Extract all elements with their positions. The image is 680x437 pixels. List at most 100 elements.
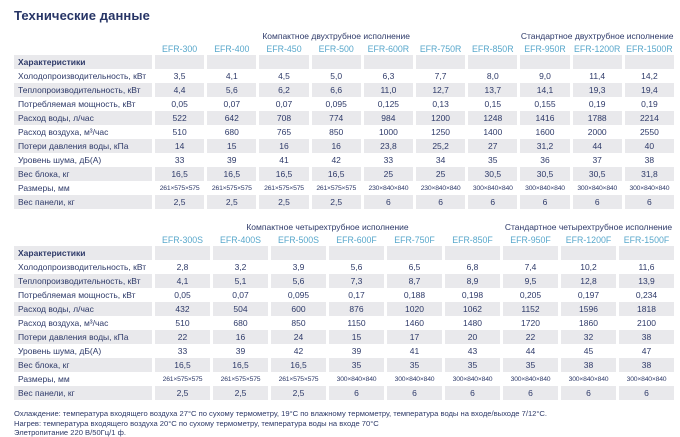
value-cell: 16,5: [213, 358, 268, 372]
value-cell: 6: [387, 386, 442, 400]
value-cell: 0,15: [484, 99, 502, 109]
characteristics-empty-cell: [572, 55, 622, 69]
footnote-heating: Нагрев: температура входящего воздуха 20…: [14, 418, 379, 428]
value-cell: 2,5: [213, 386, 268, 400]
value-cell: 642: [207, 111, 257, 125]
value-cell: 1600: [535, 127, 555, 137]
value-cell: 8,7: [387, 274, 442, 288]
value-cell: 24: [271, 330, 326, 344]
value-cell: 4,1: [155, 274, 210, 288]
column-header-efr-400: EFR-400: [214, 43, 250, 54]
value-cell: 2,5: [207, 195, 257, 209]
value-cell: 44: [572, 139, 622, 153]
value-cell: 300×840×840: [525, 184, 565, 192]
table-row: Вес блока, кг 16,5 16,5 16,5 16,5 25 25 30,5 30,…: [14, 167, 674, 181]
row-label: Теплопроизводительность, кВт: [14, 274, 152, 288]
value-cell: 2,8: [176, 262, 189, 272]
group-header-1: Стандартное четырехтрубное исполнение: [504, 222, 673, 232]
footnote-cooling: Охлаждение: температура входящего воздух…: [14, 409, 548, 418]
column-header-efr-1200f: EFR-1200F: [565, 234, 612, 245]
value-cell: 261×575×575: [316, 184, 357, 192]
value-cell: 6: [445, 386, 500, 400]
value-cell: 5,6: [271, 274, 326, 288]
group-spacer: [14, 30, 152, 42]
value-cell: 25: [416, 167, 466, 181]
column-header-efr-950r: EFR-950R: [524, 43, 566, 54]
value-cell: 7,4: [524, 262, 537, 272]
value-cell: 19,4: [624, 83, 674, 97]
value-cell: 40: [624, 139, 674, 153]
value-cell: 1200: [416, 111, 466, 125]
value-cell: 2214: [624, 111, 674, 125]
value-cell: 0,095: [287, 290, 310, 300]
value-cell: 16,5: [155, 167, 205, 181]
row-label: Уровень шума, дБ(А): [18, 155, 102, 165]
table-row: Вес панели, кг 2,5 2,5 2,5 6 6 6 6 6 6: [14, 386, 674, 400]
column-header-efr-500: EFR-500: [318, 43, 354, 54]
model-header-row: EFR-300S EFR-400S EFR-500S EFR-600F EFR-750F…: [14, 233, 674, 246]
row-label: Уровень шума, дБ(А): [18, 346, 102, 356]
value-cell: 0,19: [641, 99, 658, 109]
value-cell: 16: [311, 139, 361, 153]
value-cell: 35: [445, 358, 500, 372]
value-cell: 6,5: [408, 262, 421, 272]
value-cell: 300×840×840: [510, 375, 551, 383]
value-cell: 13,9: [619, 274, 674, 288]
value-cell: 1250: [431, 127, 451, 137]
value-cell: 36: [540, 155, 550, 165]
value-cell: 300×840×840: [472, 184, 513, 192]
value-cell: 16: [259, 139, 309, 153]
footnote-power: Элетропитание 220 В/50Гц/1 ф.: [14, 428, 126, 437]
value-cell: 30,5: [468, 167, 518, 181]
value-cell: 7,7: [434, 71, 447, 81]
value-cell: 33: [177, 346, 188, 356]
table-two-pipe: Компактное двухтрубное исполнение Стандар…: [14, 30, 674, 209]
value-cell: 5,0: [330, 71, 343, 81]
value-cell: 44: [525, 346, 536, 356]
row-label: Расход воды, л/час: [14, 111, 152, 125]
characteristics-empty-cell: [271, 246, 326, 260]
model-spacer: [14, 42, 152, 55]
value-cell: 11,0: [363, 83, 413, 97]
value-cell: 6,3: [382, 71, 395, 81]
table-row: Потребляемая мощность, кВт 0,05 0,07 0,095 0…: [14, 288, 674, 302]
value-cell: 1596: [561, 302, 616, 316]
row-label: Теплопроизводительность, кВт: [14, 83, 152, 97]
group-header-row: Компактное четырехтрубное исполнение Стан…: [14, 221, 674, 233]
value-cell: 8,9: [445, 274, 500, 288]
value-cell: 6: [572, 195, 622, 209]
value-cell: 25,2: [416, 139, 466, 153]
value-cell: 3,2: [234, 262, 247, 272]
value-cell: 0,155: [534, 99, 556, 109]
value-cell: 22: [155, 330, 210, 344]
row-label: Вес панели, кг: [14, 195, 152, 209]
group-header-1: Стандартное двухтрубное исполнение: [520, 31, 674, 41]
table-row: Холодопроизводительность, кВт 3,5 4,1 4,5 5,…: [14, 69, 674, 83]
value-cell: 261×575×575: [278, 375, 319, 383]
value-cell: 261×575×575: [264, 184, 304, 192]
row-label: Вес блока, кг: [14, 358, 152, 372]
row-label: Холодопроизводительность, кВт: [18, 262, 147, 272]
value-cell: 300×840×840: [568, 375, 609, 383]
row-label: Вес блока, кг: [14, 167, 152, 181]
characteristics-empty-cell: [387, 246, 442, 260]
value-cell: 261×575×575: [159, 184, 200, 192]
row-label: Потребляемая мощность, кВт: [18, 290, 136, 300]
value-cell: 38: [619, 330, 674, 344]
value-cell: 12,7: [416, 83, 466, 97]
value-cell: 41: [409, 346, 420, 356]
table-row: Вес панели, кг 2,5 2,5 2,5 2,5 6 6 6 6 6 6: [14, 195, 674, 209]
value-cell: 19,3: [572, 83, 622, 97]
characteristics-empty-cell: [363, 55, 413, 69]
value-cell: 6,8: [466, 262, 479, 272]
value-cell: 32: [561, 330, 616, 344]
value-cell: 765: [276, 127, 292, 137]
value-cell: 2,5: [271, 386, 326, 400]
value-cell: 680: [233, 318, 248, 328]
value-cell: 1860: [579, 318, 598, 328]
value-cell: 300×840×840: [452, 375, 493, 383]
row-label: Потери давления воды, кПа: [14, 330, 152, 344]
value-cell: 20: [445, 330, 500, 344]
value-cell: 22: [503, 330, 558, 344]
value-cell: 1416: [520, 111, 570, 125]
